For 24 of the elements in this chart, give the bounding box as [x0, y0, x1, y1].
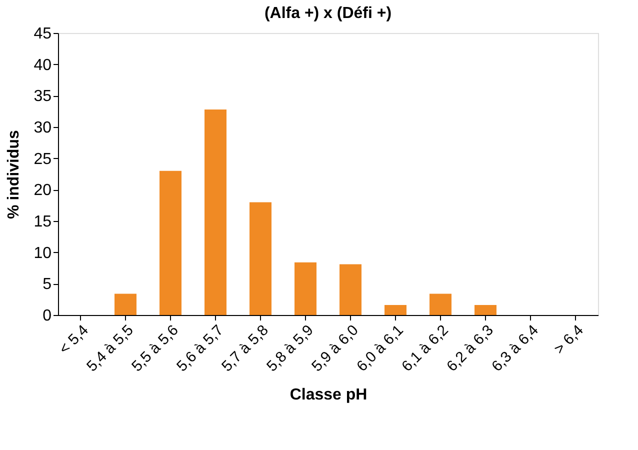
bar	[250, 202, 272, 315]
bar	[204, 109, 226, 315]
y-tick-label: 10	[34, 244, 52, 262]
bar	[160, 170, 182, 315]
y-tick-label: 40	[34, 56, 52, 74]
bar	[430, 294, 452, 315]
x-tick-label: < 5,4	[56, 322, 92, 358]
y-tick-label: 35	[34, 88, 52, 106]
chart-title: (Alfa +) x (Défi +)	[264, 5, 392, 22]
y-tick-label: 25	[34, 150, 52, 168]
bar	[114, 294, 136, 315]
y-tick-label: 15	[34, 214, 52, 230]
bar	[474, 304, 496, 315]
y-tick-label: 20	[34, 182, 52, 200]
x-tick-label: > 6,4	[550, 322, 587, 358]
x-axis-title: Classe pH	[290, 386, 368, 404]
y-axis-title: % individus	[6, 130, 23, 219]
bar	[340, 264, 362, 315]
y-tick-label: 5	[42, 276, 52, 294]
y-tick-label: 30	[34, 120, 52, 136]
y-tick-label: 0	[42, 308, 52, 324]
bar	[384, 304, 406, 315]
y-tick-label: 45	[34, 26, 52, 42]
bar	[294, 262, 316, 315]
